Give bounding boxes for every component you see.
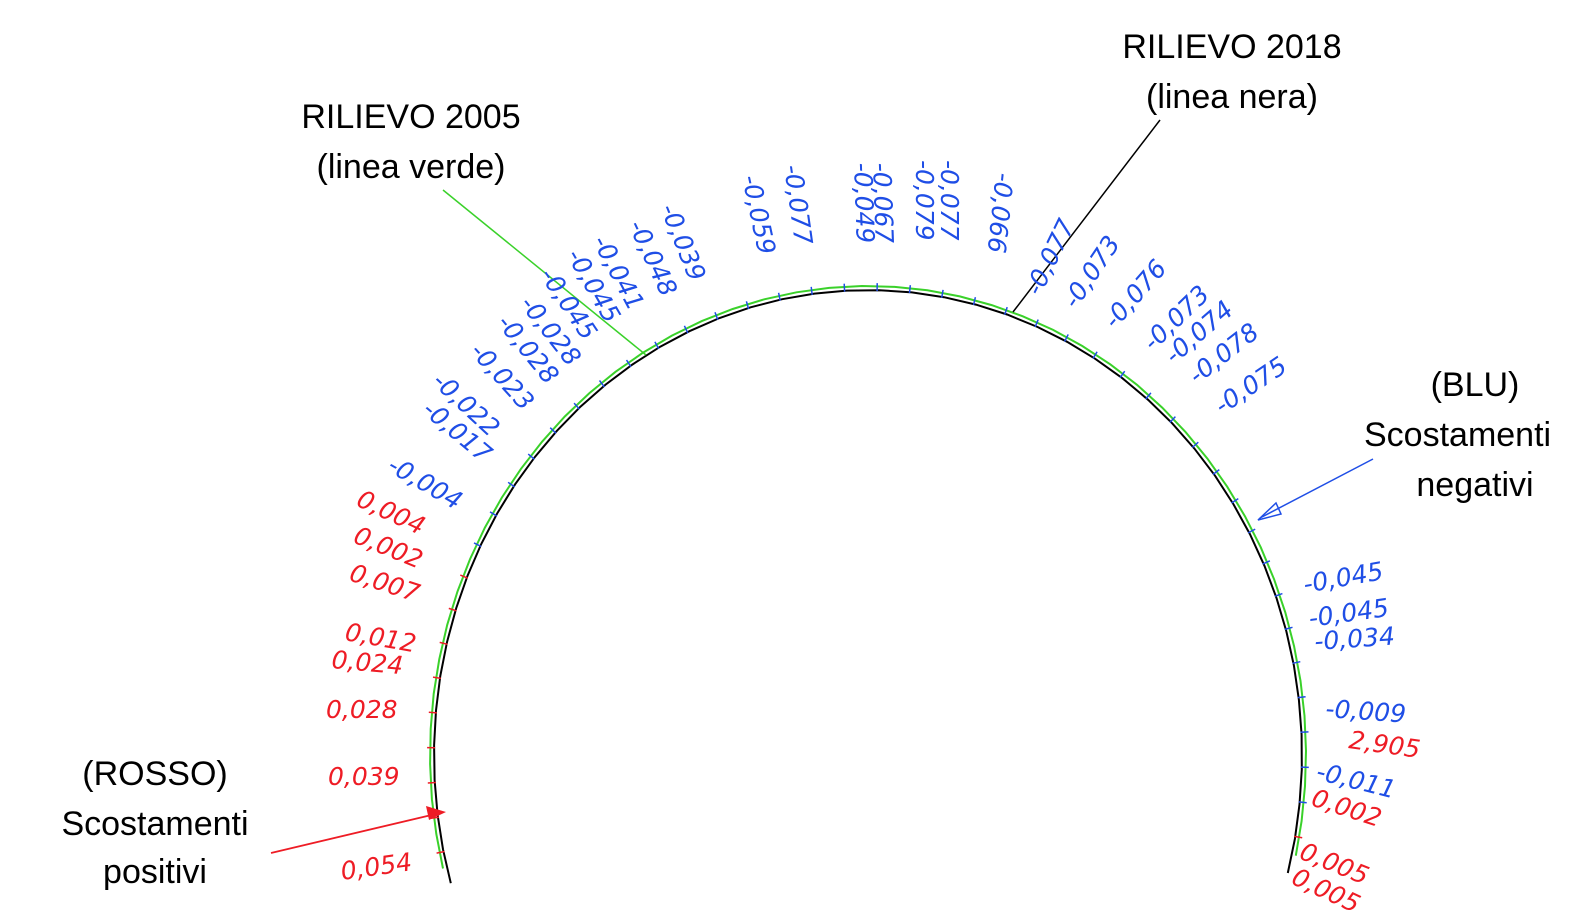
deviation-tick [1262,560,1271,565]
deviation-tick [527,453,535,460]
deviation-tick [489,511,498,517]
deviation-tick [1247,528,1256,534]
deviation-tick [1034,319,1039,328]
deviation-value: -0,049 [848,162,880,244]
deviation-tick [777,292,781,301]
deviation-value: -0,077 [778,163,818,247]
deviation-tick [549,427,557,434]
deviation-tick [428,711,437,714]
deviation-value: -0,067 [867,162,899,244]
deviation-tick [1298,801,1307,804]
negative-legend-title: (BLU) [1431,366,1520,404]
deviation-tick [439,641,448,646]
positive-arrow-head [426,806,446,820]
deviation-tick [625,359,632,368]
deviation-tick [432,676,442,680]
survey-2005-leader [442,189,647,356]
deviation-tick [654,341,660,350]
deviation-tick [1092,351,1098,359]
deviation-tick [448,607,457,612]
deviation-tick [436,850,445,854]
deviation-tick [1003,306,1008,315]
deviation-tick [972,297,977,306]
negative-legend-arrow [1259,458,1374,519]
deviation-value: -0,009 [1325,694,1407,729]
survey-2018-leader [1012,119,1161,313]
deviation-tick [1119,370,1126,379]
deviation-tick [507,481,516,488]
negative-legend-line2: Scostamenti [1364,416,1551,454]
deviation-value: 0,028 [326,695,398,724]
deviation-tick [1231,497,1239,504]
deviation-tick [908,285,912,294]
deviation-tick [1145,392,1152,400]
deviation-tick [1063,334,1069,342]
deviation-ticks [427,283,1309,854]
deviation-value: 0,024 [330,645,404,680]
deviation-value: -0,034 [1313,621,1395,656]
deviation-tick [745,301,750,310]
deviation-tick [427,781,436,784]
survey-2018-label: RILIEVO 2018 [1122,28,1341,66]
survey-2018-black-line [433,289,1303,884]
deviation-tick [1284,626,1293,631]
deviation-value: 0,054 [339,847,414,886]
deviation-tick [1292,660,1301,665]
deviation-tick [714,312,719,321]
positive-legend-arrow [270,812,441,854]
deviation-value: -0,066 [982,171,1019,254]
survey-2005-sublabel: (linea verde) [317,148,506,186]
deviation-tick [683,325,689,334]
survey-2018-sublabel: (linea nera) [1146,78,1318,116]
deviation-tick [1274,592,1283,598]
deviation-tick [473,542,482,548]
deviation-tick [460,574,468,579]
deviation-tick [1294,835,1303,839]
deviation-value: -0,059 [736,172,781,257]
deviation-tick [1169,416,1176,423]
deviation-tick [810,286,813,295]
deviation-value: -0,077 [935,160,964,241]
deviation-value: 2,905 [1347,725,1422,764]
positive-legend-line3: positivi [103,853,207,891]
deviation-tick [573,402,580,410]
deviation-tick [1297,695,1306,699]
negative-arrow-head [1257,501,1283,521]
deviation-value: -0,079 [910,160,939,241]
positive-legend-title: (ROSSO) [82,755,227,793]
deviation-tick [1212,469,1220,476]
survey-2005-label: RILIEVO 2005 [301,98,520,136]
deviation-tick [940,289,944,298]
deviation-tick [598,380,605,388]
deviation-tick [1191,441,1199,449]
negative-legend-line3: negativi [1416,466,1533,504]
deviation-value: 0,039 [328,762,400,791]
positive-legend-line2: Scostamenti [61,805,248,843]
survey-2005-green-line [429,284,1308,869]
deviation-value: -0,045 [1301,556,1385,599]
